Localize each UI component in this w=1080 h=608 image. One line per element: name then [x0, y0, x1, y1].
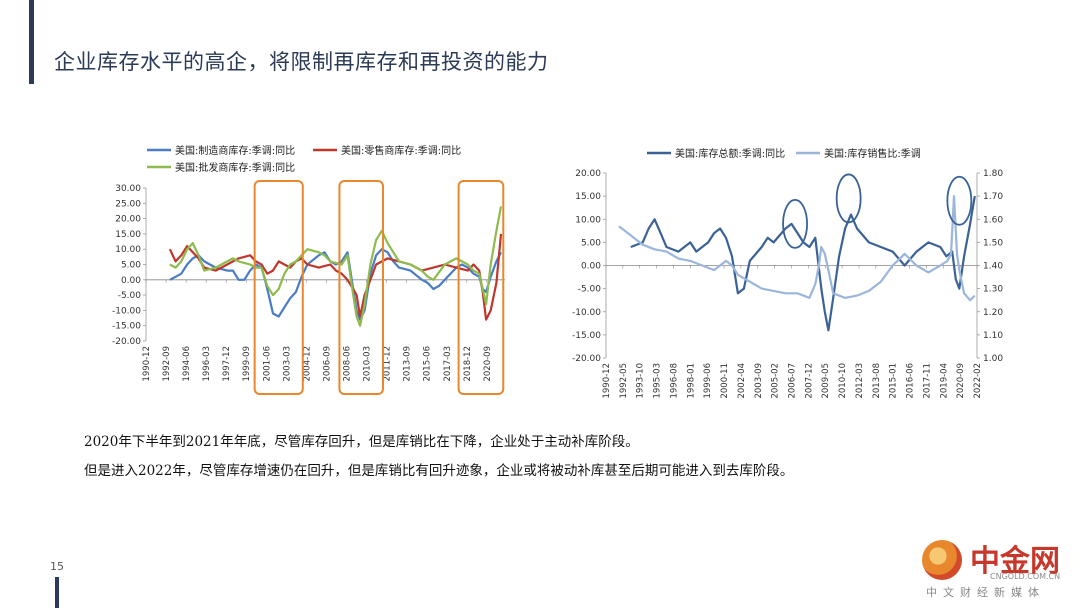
y-tick-label: 0.00	[581, 262, 601, 272]
legend-label-1: 美国:库存总额:季调:同比	[675, 147, 785, 160]
x-tick-label: 2011-12	[383, 346, 393, 382]
x-tick-label: 2009-05	[821, 363, 831, 399]
x-tick-label: 2013-09	[403, 346, 413, 382]
x-tick-label: 2015-01	[889, 363, 899, 399]
footer-accent-bar	[55, 577, 59, 608]
x-tick-label: 1996-08	[669, 363, 679, 399]
series-line-2	[618, 195, 976, 302]
y-tick-label: -15.00	[572, 331, 601, 341]
y-tick-label: -20.00	[572, 354, 601, 364]
y-tick-label: 5.00	[121, 261, 141, 271]
series-line-2	[168, 233, 503, 321]
y2-tick-label: 1.30	[983, 285, 1003, 295]
x-tick-label: 1999-06	[703, 363, 713, 399]
x-tick-label: 1995-03	[653, 363, 663, 399]
x-tick-label: 1992-05	[619, 363, 629, 399]
x-tick-label: 1998-01	[686, 363, 696, 399]
title-accent-bar	[29, 0, 34, 84]
y2-tick-label: 1.10	[983, 331, 1003, 341]
y-tick-label: 5.00	[581, 238, 601, 248]
x-tick-label: 2016-06	[906, 363, 916, 399]
x-tick-label: 1990-12	[142, 346, 152, 382]
x-tick-label: 2002-04	[737, 363, 747, 399]
x-tick-label: 2003-03	[282, 346, 292, 382]
x-tick-label: 2012-03	[855, 363, 865, 399]
logo-url-text: CNGOLD.COM.CN	[990, 572, 1061, 581]
x-tick-label: 2018-12	[463, 346, 473, 382]
x-tick-label: 2017-11	[922, 363, 932, 399]
x-tick-label: 2006-09	[322, 346, 332, 382]
site-logo: 中金网 CNGOLD.COM.CN 中文财经新媒体	[912, 536, 1072, 602]
x-tick-label: 2006-07	[788, 363, 798, 399]
y2-tick-label: 1.70	[983, 192, 1003, 202]
y-tick-label: -10.00	[572, 308, 601, 318]
y-tick-label: 15.00	[115, 230, 141, 240]
logo-mark-icon	[922, 540, 962, 580]
x-tick-label: 2013-08	[872, 363, 882, 399]
x-tick-label: 2000-11	[720, 363, 730, 399]
page-number: 15	[50, 560, 64, 573]
logo-main-text: 中金网	[970, 544, 1060, 579]
y-tick-label: 20.00	[115, 215, 141, 225]
x-tick-label: 2017-03	[443, 346, 453, 382]
y-tick-label: -5.00	[118, 291, 142, 301]
y-tick-label: 10.00	[575, 215, 601, 225]
highlight-circle	[946, 175, 973, 226]
x-tick-label: 2020-09	[956, 363, 966, 399]
x-tick-label: 2020-09	[483, 346, 493, 382]
highlight-box	[253, 180, 304, 395]
y2-tick-label: 1.40	[983, 262, 1003, 272]
x-tick-label: 1992-09	[162, 346, 172, 382]
highlight-circle	[835, 173, 862, 224]
x-tick-label: 1999-09	[242, 346, 252, 382]
highlight-box	[338, 180, 384, 395]
x-tick-label: 2005-02	[771, 363, 781, 399]
y2-tick-label: 1.20	[983, 308, 1003, 318]
legend-label-2: 美国:库存销售比:季调	[824, 147, 921, 160]
y-tick-label: -5.00	[578, 285, 602, 295]
x-tick-label: 2003-09	[754, 363, 764, 399]
highlight-box	[457, 180, 505, 395]
x-tick-label: 2010-03	[363, 346, 373, 382]
y-tick-label: 10.00	[115, 245, 141, 255]
x-tick-label: 2015-06	[423, 346, 433, 382]
y-tick-label: -15.00	[112, 322, 141, 332]
x-tick-label: 2019-04	[939, 363, 949, 399]
x-tick-label: 2007-12	[804, 363, 814, 399]
legend-label-2: 美国:零售商库存:季调:同比	[341, 144, 461, 157]
y2-tick-label: 1.50	[983, 238, 1003, 248]
logo-tagline-text: 中文财经新媒体	[926, 586, 1045, 599]
paragraph-2: 但是进入2022年，尽管库存增速仍在回升，但是库销比有回升迹象，企业或将被动补库…	[84, 463, 794, 479]
x-tick-label: 2004-12	[302, 346, 312, 382]
x-tick-label: 1994-06	[182, 346, 192, 382]
x-tick-label: 2001-06	[262, 346, 272, 382]
x-tick-label: 2022-02	[973, 363, 983, 399]
y-tick-label: 25.00	[115, 199, 141, 209]
legend-label-1: 美国:制造商库存:季调:同比	[175, 144, 295, 157]
x-tick-label: 2010-10	[838, 363, 848, 399]
y2-tick-label: 1.00	[983, 354, 1003, 364]
x-tick-label: 1997-12	[222, 346, 232, 382]
legend-label-3: 美国:批发商库存:季调:同比	[175, 161, 295, 174]
y-tick-label: 15.00	[575, 192, 601, 202]
paragraph-1: 2020年下半年到2021年年底，尽管库存回升，但是库销比在下降，企业处于主动补…	[84, 434, 639, 450]
x-tick-label: 1990-12	[602, 363, 612, 399]
x-tick-label: 1996-03	[202, 346, 212, 382]
x-tick-label: 1993-10	[636, 363, 646, 399]
y-tick-label: 0.00	[121, 276, 141, 286]
y-tick-label: 30.00	[115, 184, 141, 194]
series-line-1	[630, 195, 976, 332]
page-title: 企业库存水平的高企，将限制再库存和再投资的能力	[54, 50, 549, 74]
y2-tick-label: 1.80	[983, 169, 1003, 179]
y-tick-label: -10.00	[112, 306, 141, 316]
y2-tick-label: 1.60	[983, 215, 1003, 225]
highlight-circle	[782, 198, 808, 249]
series-line-3	[169, 206, 503, 327]
y-tick-label: -20.00	[112, 337, 141, 347]
x-tick-label: 2008-06	[343, 346, 353, 382]
y-tick-label: 20.00	[575, 169, 601, 179]
